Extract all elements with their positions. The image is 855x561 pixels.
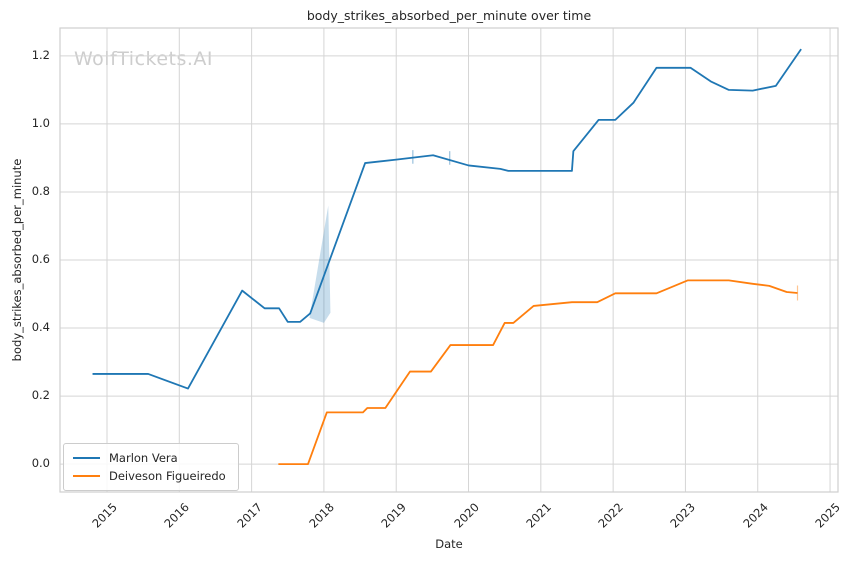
watermark: WolfTickets.AI xyxy=(74,48,214,70)
line-swatch-icon xyxy=(73,475,100,477)
legend-entry-deiveson-figueiredo: Deiveson Figueiredo xyxy=(73,467,226,485)
y-tick-label: 0.6 xyxy=(31,252,50,266)
legend: Marlon Vera Deiveson Figueiredo xyxy=(63,443,239,491)
chart-title: body_strikes_absorbed_per_minute over ti… xyxy=(306,8,592,23)
x-axis-label: Date xyxy=(435,537,463,551)
y-tick-label: 0.8 xyxy=(31,183,50,198)
confidence-band xyxy=(309,205,331,323)
y-tick-label: 1.2 xyxy=(31,47,50,62)
legend-entry-marlon-vera: Marlon Vera xyxy=(73,449,226,467)
y-tick-label: 0.2 xyxy=(31,388,50,403)
legend-label: Deiveson Figueiredo xyxy=(109,469,226,483)
y-tick-label: 1.0 xyxy=(31,115,50,130)
series-line-marlon-vera xyxy=(92,48,802,390)
y-tick-label: 0.4 xyxy=(31,320,50,335)
y-tick-label: 0.0 xyxy=(31,456,50,471)
legend-label: Marlon Vera xyxy=(109,451,178,465)
plot-border xyxy=(59,27,839,493)
series-line-deiveson-figueiredo xyxy=(278,279,798,466)
line-swatch-icon xyxy=(73,457,100,459)
